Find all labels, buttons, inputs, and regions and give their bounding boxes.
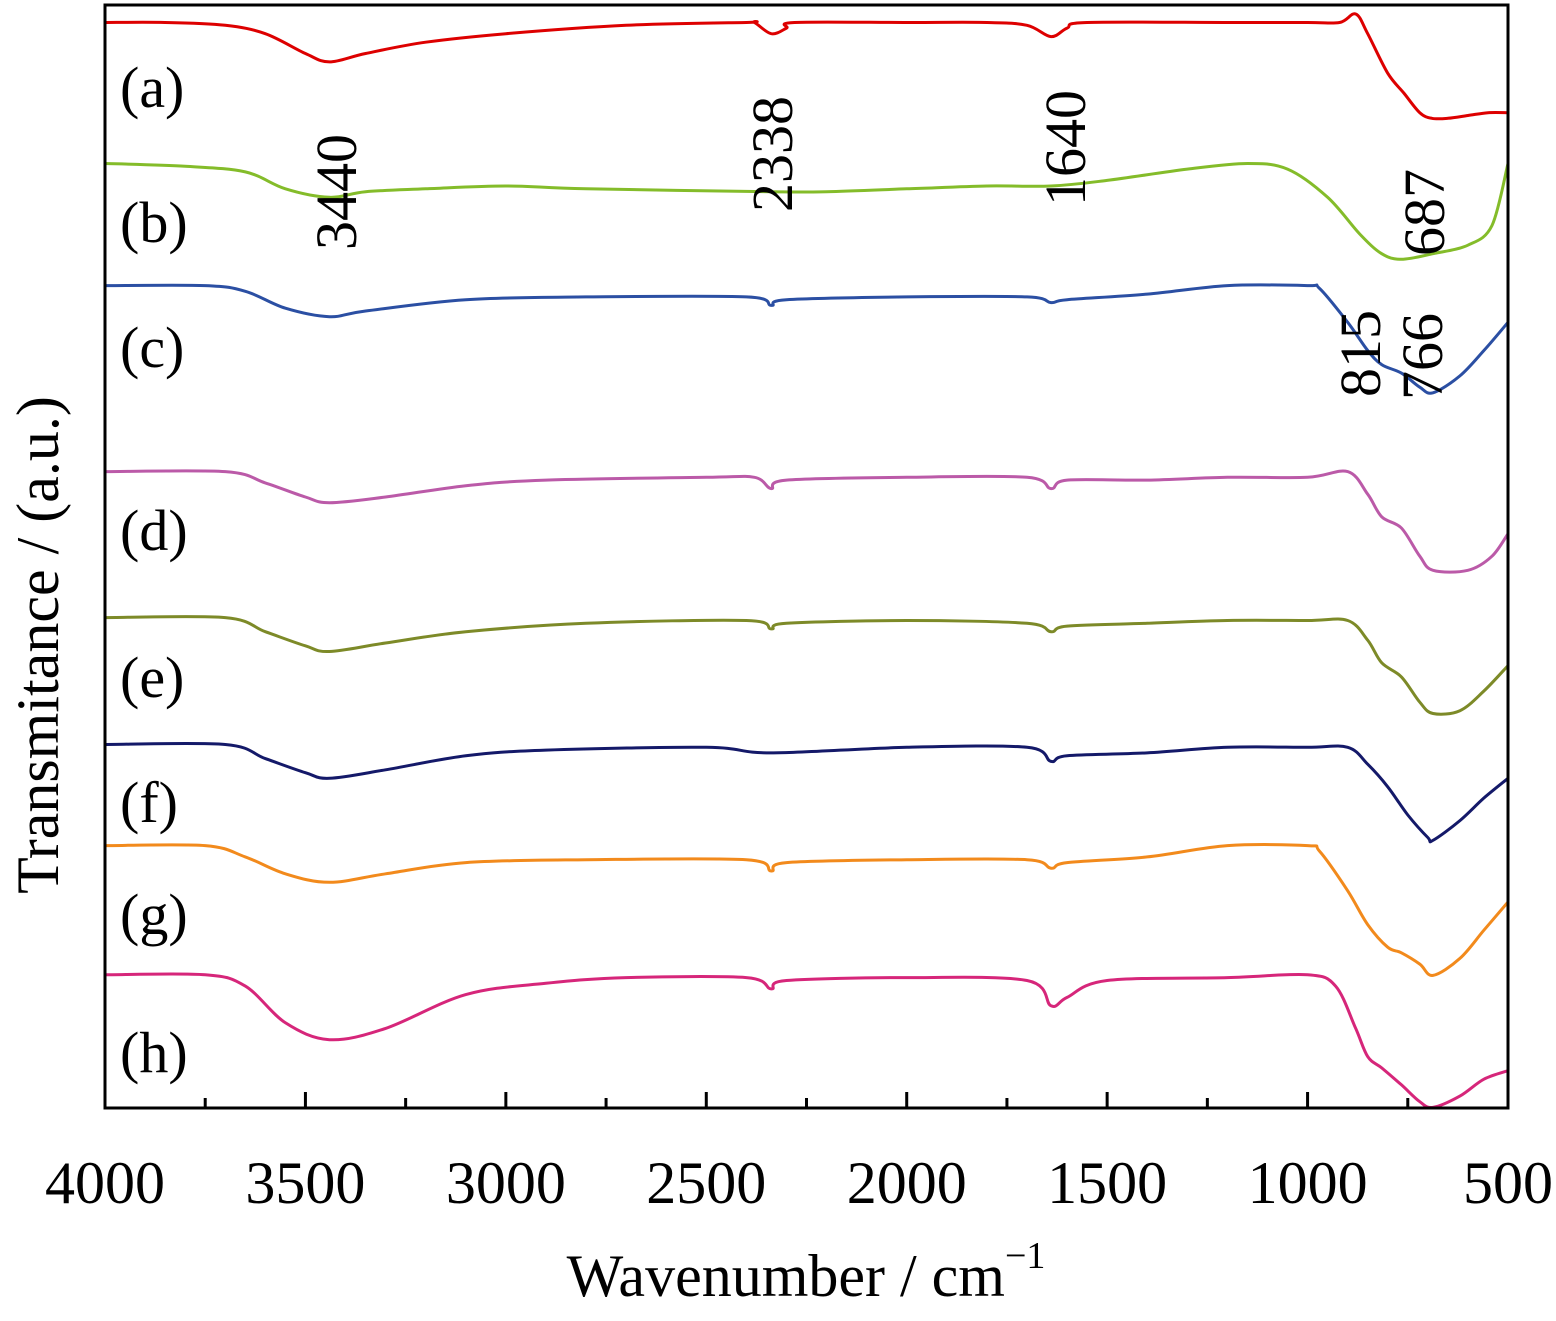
series-line-a <box>104 12 1509 121</box>
series-line-h <box>104 972 1509 1110</box>
series-line-d <box>104 469 1510 574</box>
peak-annotation-687: 687 <box>1392 169 1457 256</box>
x-axis-label: Wavenumber / cm−1 <box>567 1235 1046 1309</box>
x-tick-label-2500: 2500 <box>646 1150 766 1216</box>
x-tick-label-1500: 1500 <box>1047 1150 1167 1216</box>
peak-annotation-766: 766 <box>1390 313 1455 400</box>
peak-annotation-2338: 2338 <box>740 96 805 212</box>
series-label-f: (f) <box>120 770 178 835</box>
series-layer <box>104 12 1510 1110</box>
peak-annotation-1640: 1640 <box>1033 90 1098 206</box>
series-label-b: (b) <box>120 190 188 255</box>
y-axis-label: Transmitance / (a.u.) <box>5 396 71 894</box>
x-axis-ticks: 4000 3500 3000 2500 2000 1500 1000 500 <box>45 1092 1553 1216</box>
series-label-a: (a) <box>120 55 184 120</box>
peak-annotation-3440: 3440 <box>304 134 369 250</box>
x-tick-label-2000: 2000 <box>847 1150 967 1216</box>
x-axis-label-superscript: −1 <box>1005 1235 1045 1277</box>
series-line-b <box>104 162 1510 261</box>
x-tick-label-3000: 3000 <box>446 1150 566 1216</box>
series-label-h: (h) <box>120 1020 188 1085</box>
series-line-f <box>104 741 1509 844</box>
series-label-c: (c) <box>120 315 184 380</box>
x-tick-label-1000: 1000 <box>1248 1150 1368 1216</box>
peak-annotation-815: 815 <box>1328 310 1393 397</box>
x-tick-label-3500: 3500 <box>245 1150 365 1216</box>
x-tick-label-500: 500 <box>1463 1150 1553 1216</box>
series-label-d: (d) <box>120 498 188 563</box>
series-label-g: (g) <box>120 882 188 947</box>
x-tick-label-4000: 4000 <box>45 1150 165 1216</box>
series-line-c <box>104 283 1510 395</box>
x-axis-label-text: Wavenumber / cm <box>567 1243 1005 1309</box>
series-label-layer: (a) (b) (c) (d) (e) (f) (g) (h) <box>120 55 188 1085</box>
series-line-g <box>104 843 1510 977</box>
series-line-e <box>104 615 1510 716</box>
series-label-e: (e) <box>120 645 184 710</box>
